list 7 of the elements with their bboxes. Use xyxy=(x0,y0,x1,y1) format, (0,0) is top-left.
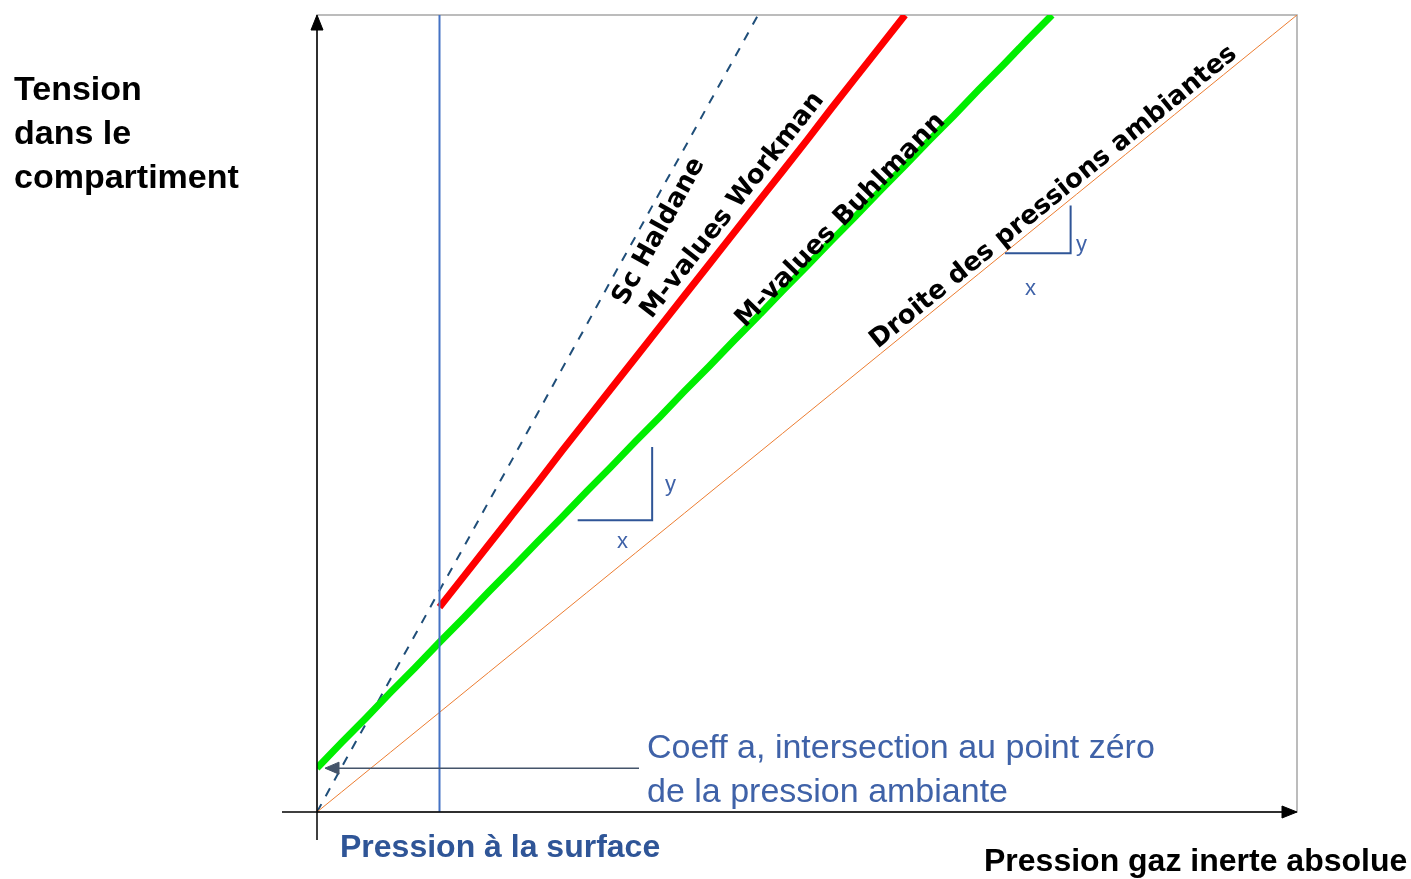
x-axis-title: Pression gaz inerte absolue xyxy=(984,842,1408,878)
annotation: x xyxy=(617,528,628,553)
annotation: y xyxy=(665,471,676,496)
y-axis-title: Tension dans le compartiment xyxy=(14,69,239,196)
annotation: x xyxy=(1025,275,1036,300)
text: Pression à la surface xyxy=(340,828,661,864)
annotation: Coeff a, intersection au point zéro de la pression ambiante xyxy=(647,727,1155,810)
